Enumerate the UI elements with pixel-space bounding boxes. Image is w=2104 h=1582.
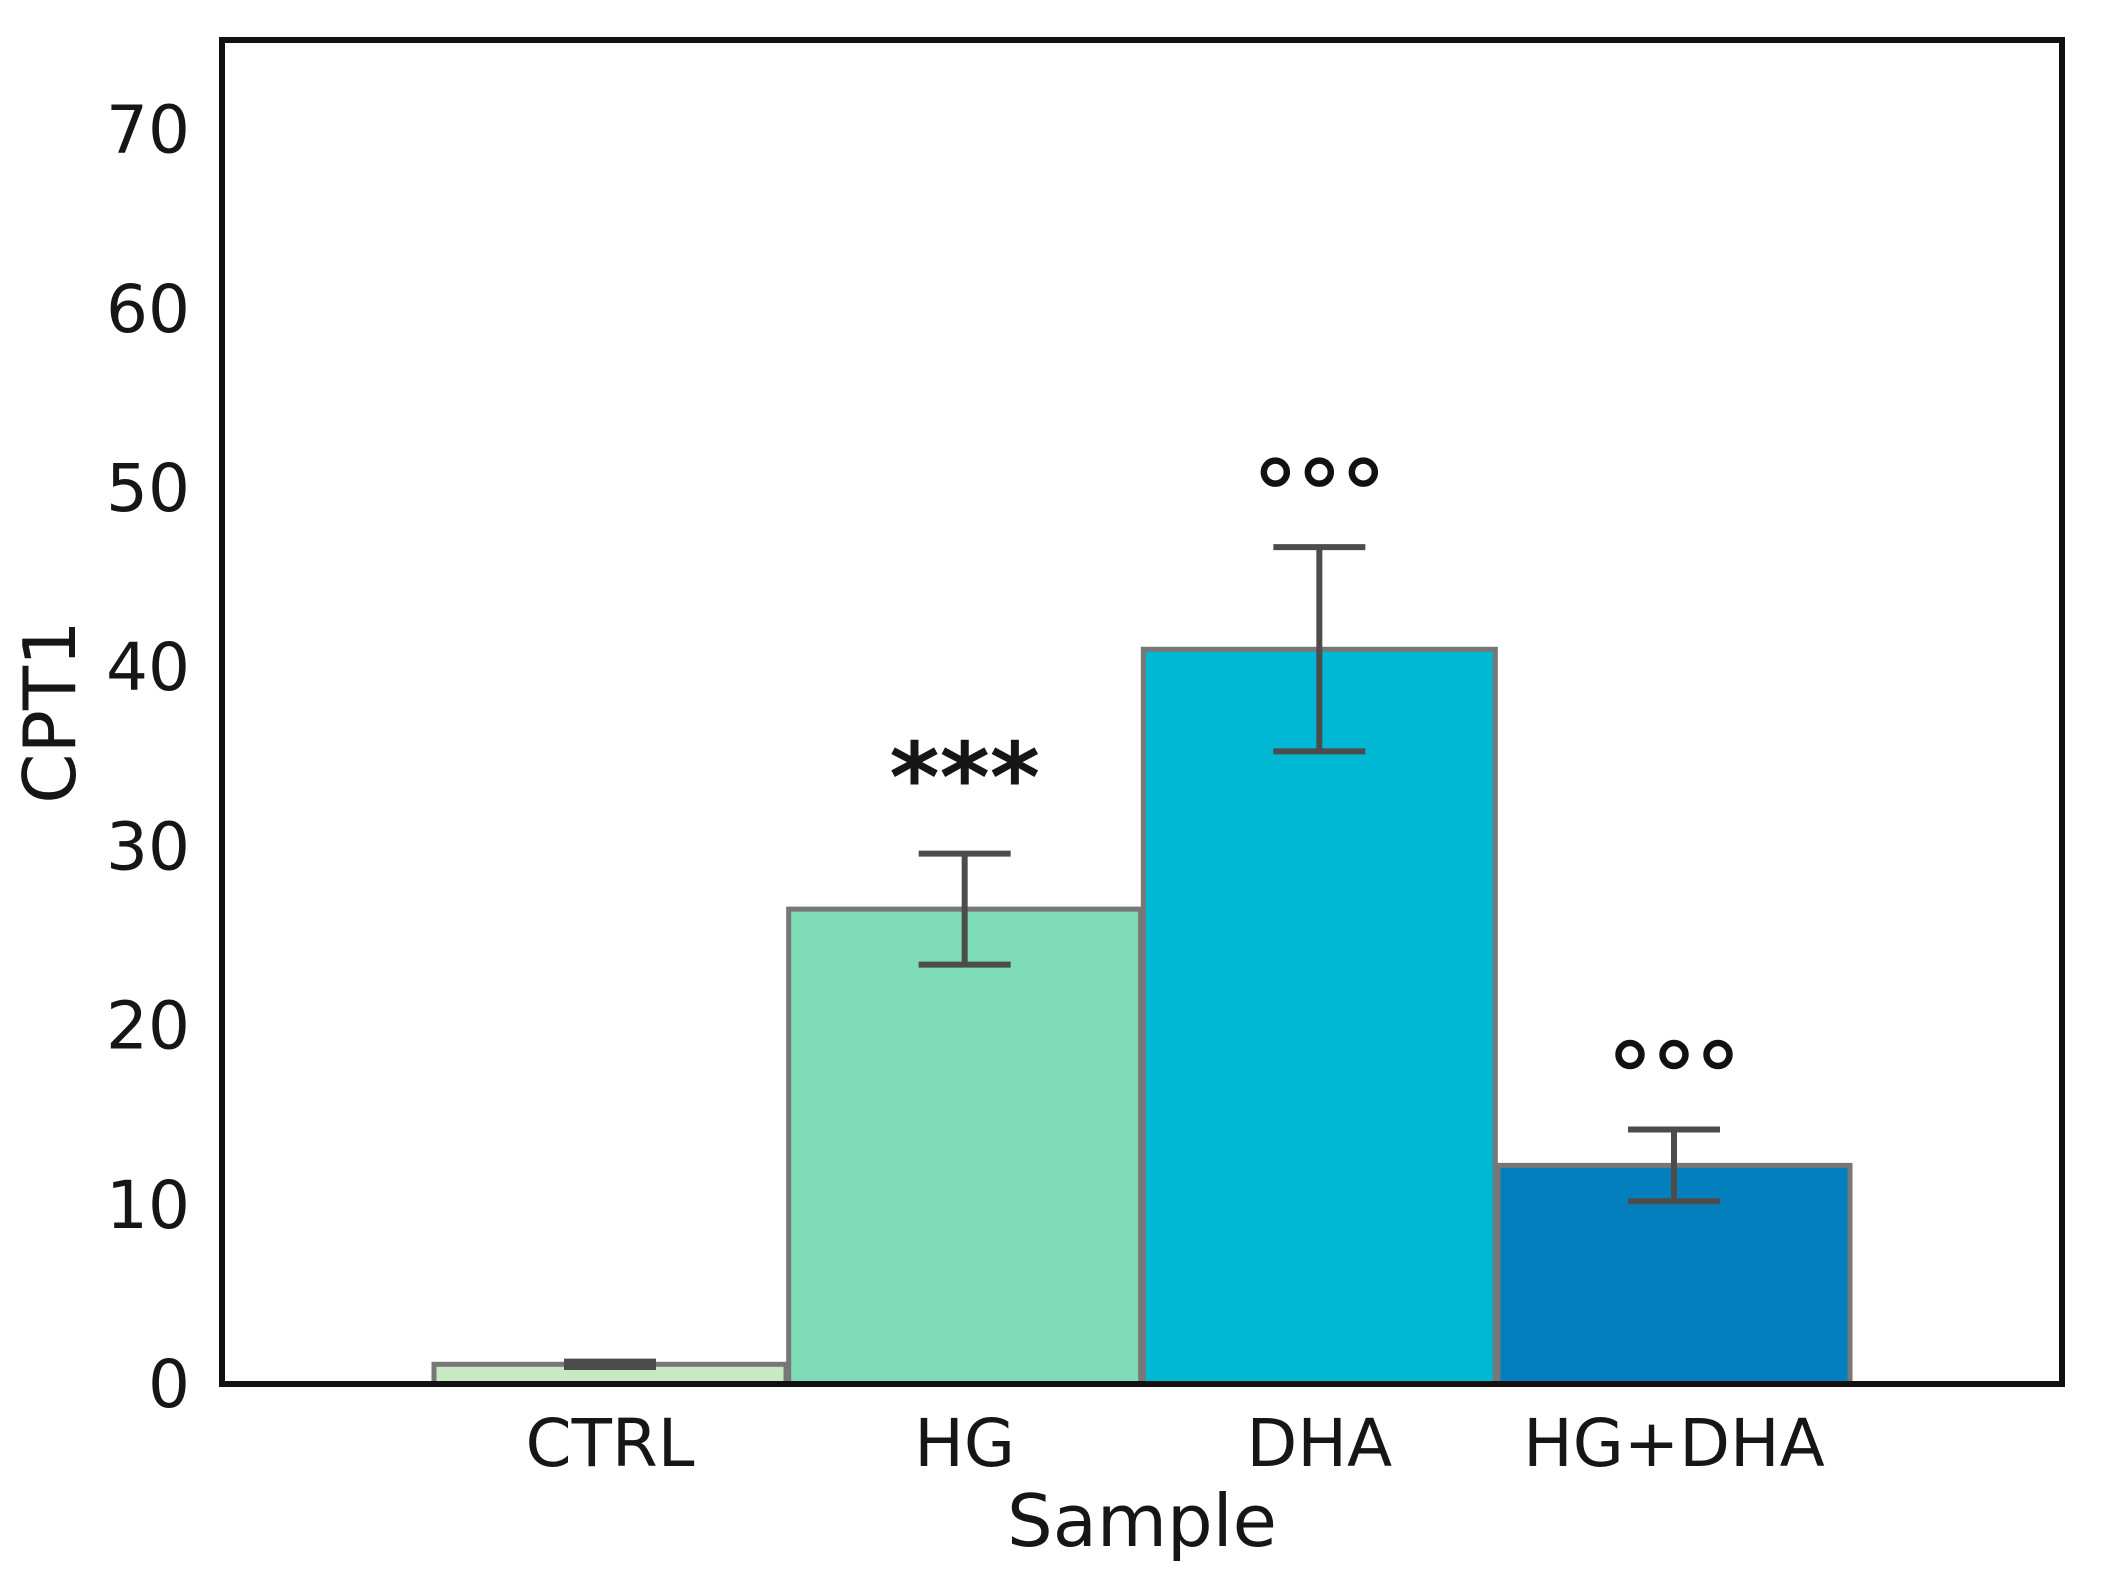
x-tick-label-hg: HG [914, 1405, 1015, 1482]
y-axis-title: CPT1 [8, 620, 92, 803]
bar-dha [1140, 646, 1498, 1387]
circle-marker [1348, 457, 1379, 487]
x-tick-label-hg+dha: HG+DHA [1523, 1405, 1825, 1482]
error-bar-hg+dha [1627, 1126, 1720, 1205]
y-tick-label: 50 [106, 450, 190, 527]
plot-border [219, 37, 2065, 1387]
error-bar-ctrl [564, 1358, 657, 1370]
bar-hg [786, 906, 1144, 1387]
circle-marker [1260, 457, 1291, 487]
significance-stars: *** [889, 723, 1040, 835]
significance-circles [1260, 457, 1379, 487]
circle-marker [1703, 1039, 1733, 1070]
y-tick-label: 30 [106, 808, 190, 885]
x-tick-label-ctrl: CTRL [525, 1405, 694, 1482]
error-bar-dha [1273, 544, 1366, 755]
error-bar-hg [918, 850, 1011, 968]
y-tick-label: 40 [106, 629, 190, 706]
y-tick-label: 0 [148, 1346, 190, 1423]
y-tick-label: 70 [106, 92, 190, 169]
circle-marker [1304, 457, 1335, 487]
y-tick-label: 20 [106, 988, 190, 1065]
y-tick-label: 10 [106, 1167, 190, 1244]
y-tick-label: 60 [106, 271, 190, 348]
x-axis-title: Sample [1007, 1479, 1277, 1563]
circle-marker [1659, 1039, 1689, 1070]
significance-circles [1615, 1039, 1733, 1070]
x-tick-label-dha: DHA [1247, 1405, 1393, 1482]
circle-marker [1615, 1039, 1645, 1070]
